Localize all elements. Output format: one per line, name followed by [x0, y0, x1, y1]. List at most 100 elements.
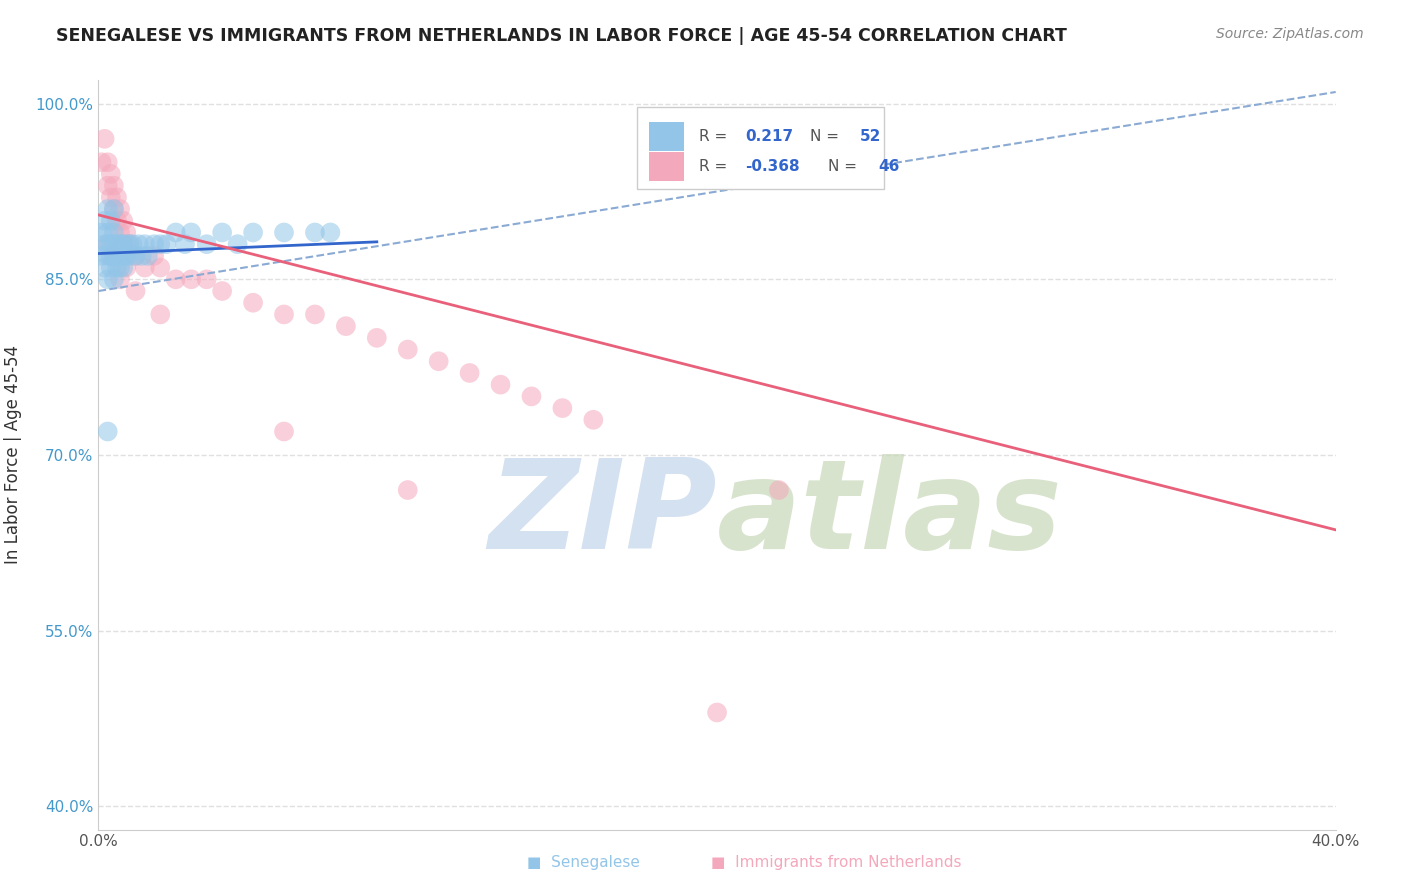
Point [273, 307, 295, 322]
Point [100, 167, 122, 181]
Text: N =: N = [828, 159, 862, 174]
Point [93, 260, 115, 275]
Text: 0.217: 0.217 [745, 129, 793, 144]
Text: R =: R = [699, 129, 731, 144]
Point [108, 249, 131, 263]
Point [396, 343, 419, 357]
Point [100, 190, 122, 204]
Point [105, 237, 128, 252]
Point [108, 226, 131, 240]
Point [97, 178, 120, 193]
Point [768, 483, 790, 497]
Point [97, 237, 120, 252]
Point [100, 260, 122, 275]
Point [90, 155, 112, 169]
Point [165, 226, 187, 240]
Point [396, 483, 419, 497]
Point [115, 249, 138, 263]
Point [115, 260, 138, 275]
Text: SENEGALESE VS IMMIGRANTS FROM NETHERLANDS IN LABOR FORCE | AGE 45-54 CORRELATION: SENEGALESE VS IMMIGRANTS FROM NETHERLAND… [56, 27, 1067, 45]
Bar [650, 122, 683, 151]
Point [115, 237, 138, 252]
Point [103, 237, 125, 252]
Y-axis label: In Labor Force | Age 45-54: In Labor Force | Age 45-54 [4, 345, 21, 565]
Point [124, 284, 146, 298]
Point [143, 249, 166, 263]
Point [97, 155, 120, 169]
Point [273, 226, 295, 240]
Point [551, 401, 574, 416]
Point [108, 272, 131, 286]
Point [149, 237, 172, 252]
Point [108, 202, 131, 216]
Point [105, 213, 128, 227]
Text: N =: N = [810, 129, 844, 144]
Point [100, 249, 122, 263]
Text: 52: 52 [859, 129, 880, 144]
Point [211, 226, 233, 240]
Point [112, 237, 135, 252]
Point [112, 260, 135, 275]
Point [103, 272, 125, 286]
Point [242, 226, 264, 240]
Text: atlas: atlas [717, 454, 1063, 575]
Point [134, 237, 156, 252]
Point [304, 226, 326, 240]
Point [319, 226, 342, 240]
Text: Source: ZipAtlas.com: Source: ZipAtlas.com [1216, 27, 1364, 41]
Point [121, 237, 143, 252]
Point [273, 425, 295, 439]
Point [115, 226, 138, 240]
Point [335, 319, 357, 334]
Bar [650, 153, 683, 181]
Point [195, 272, 218, 286]
Point [226, 237, 249, 252]
Point [124, 249, 146, 263]
Point [100, 237, 122, 252]
Point [211, 284, 233, 298]
Point [706, 706, 728, 720]
Point [165, 272, 187, 286]
Point [180, 226, 202, 240]
Point [136, 249, 159, 263]
Text: ZIP: ZIP [488, 454, 717, 575]
Point [103, 202, 125, 216]
Text: 46: 46 [877, 159, 900, 174]
Text: ■  Senegalese: ■ Senegalese [527, 855, 640, 870]
Point [489, 377, 512, 392]
Text: R =: R = [699, 159, 731, 174]
Point [128, 237, 150, 252]
Point [131, 249, 153, 263]
Point [90, 226, 112, 240]
Point [93, 213, 115, 227]
Point [97, 425, 120, 439]
Text: -0.368: -0.368 [745, 159, 800, 174]
Point [103, 249, 125, 263]
Point [582, 413, 605, 427]
Point [100, 213, 122, 227]
Point [103, 249, 125, 263]
Point [93, 237, 115, 252]
Point [304, 307, 326, 322]
Point [93, 132, 115, 146]
Point [103, 178, 125, 193]
Point [458, 366, 481, 380]
Point [366, 331, 388, 345]
Text: ■  Immigrants from Netherlands: ■ Immigrants from Netherlands [711, 855, 962, 870]
Point [520, 389, 543, 403]
Point [118, 249, 141, 263]
Point [112, 237, 135, 252]
Point [103, 202, 125, 216]
Point [108, 260, 131, 275]
FancyBboxPatch shape [637, 106, 884, 189]
Point [242, 295, 264, 310]
Point [143, 237, 166, 252]
Point [112, 213, 135, 227]
Point [112, 249, 135, 263]
Point [195, 237, 218, 252]
Point [105, 260, 128, 275]
Point [103, 226, 125, 240]
Point [174, 237, 197, 252]
Point [105, 190, 128, 204]
Point [108, 237, 131, 252]
